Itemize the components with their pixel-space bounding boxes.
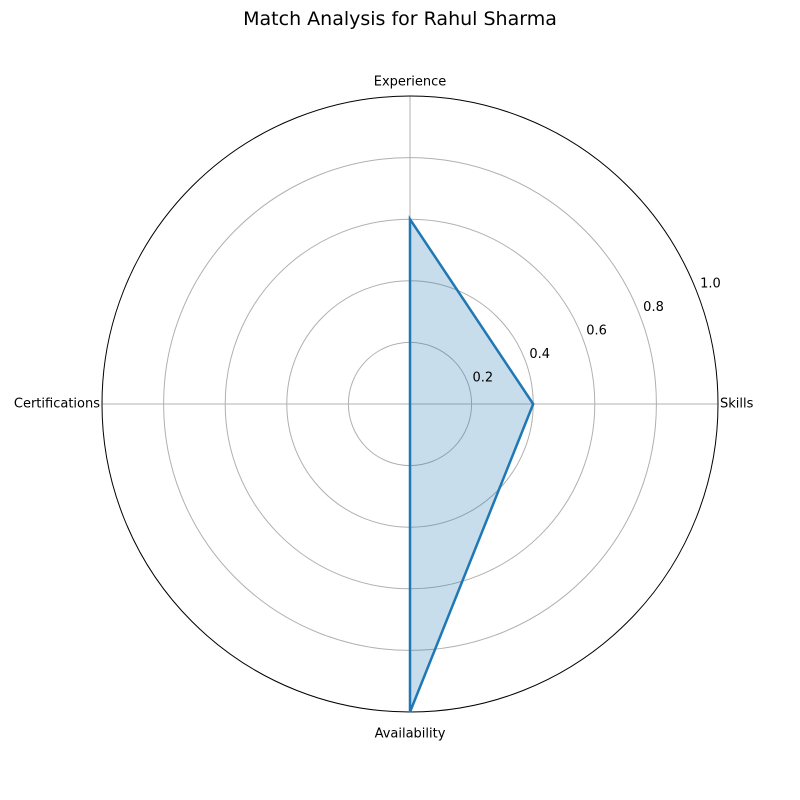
tick-label-0-2: 0.2 (472, 371, 493, 386)
series-area-0 (410, 219, 534, 712)
category-label-experience: Experience (374, 75, 447, 90)
chart-title: Match Analysis for Rahul Sharma (243, 8, 557, 30)
tick-label-0-8: 0.8 (643, 300, 664, 315)
category-label-availability: Availability (375, 727, 446, 742)
series-line-0 (408, 215, 535, 713)
category-label-skills: Skills (720, 397, 754, 412)
tick-label-0-6: 0.6 (586, 323, 607, 338)
label-layer: Skills Experience Certifications Availabili… (14, 75, 754, 742)
tick-label-0-4: 0.4 (529, 347, 550, 362)
tick-label-1-0: 1.0 (700, 276, 721, 291)
series-layer (408, 215, 535, 713)
category-label-certifications: Certifications (14, 397, 100, 412)
